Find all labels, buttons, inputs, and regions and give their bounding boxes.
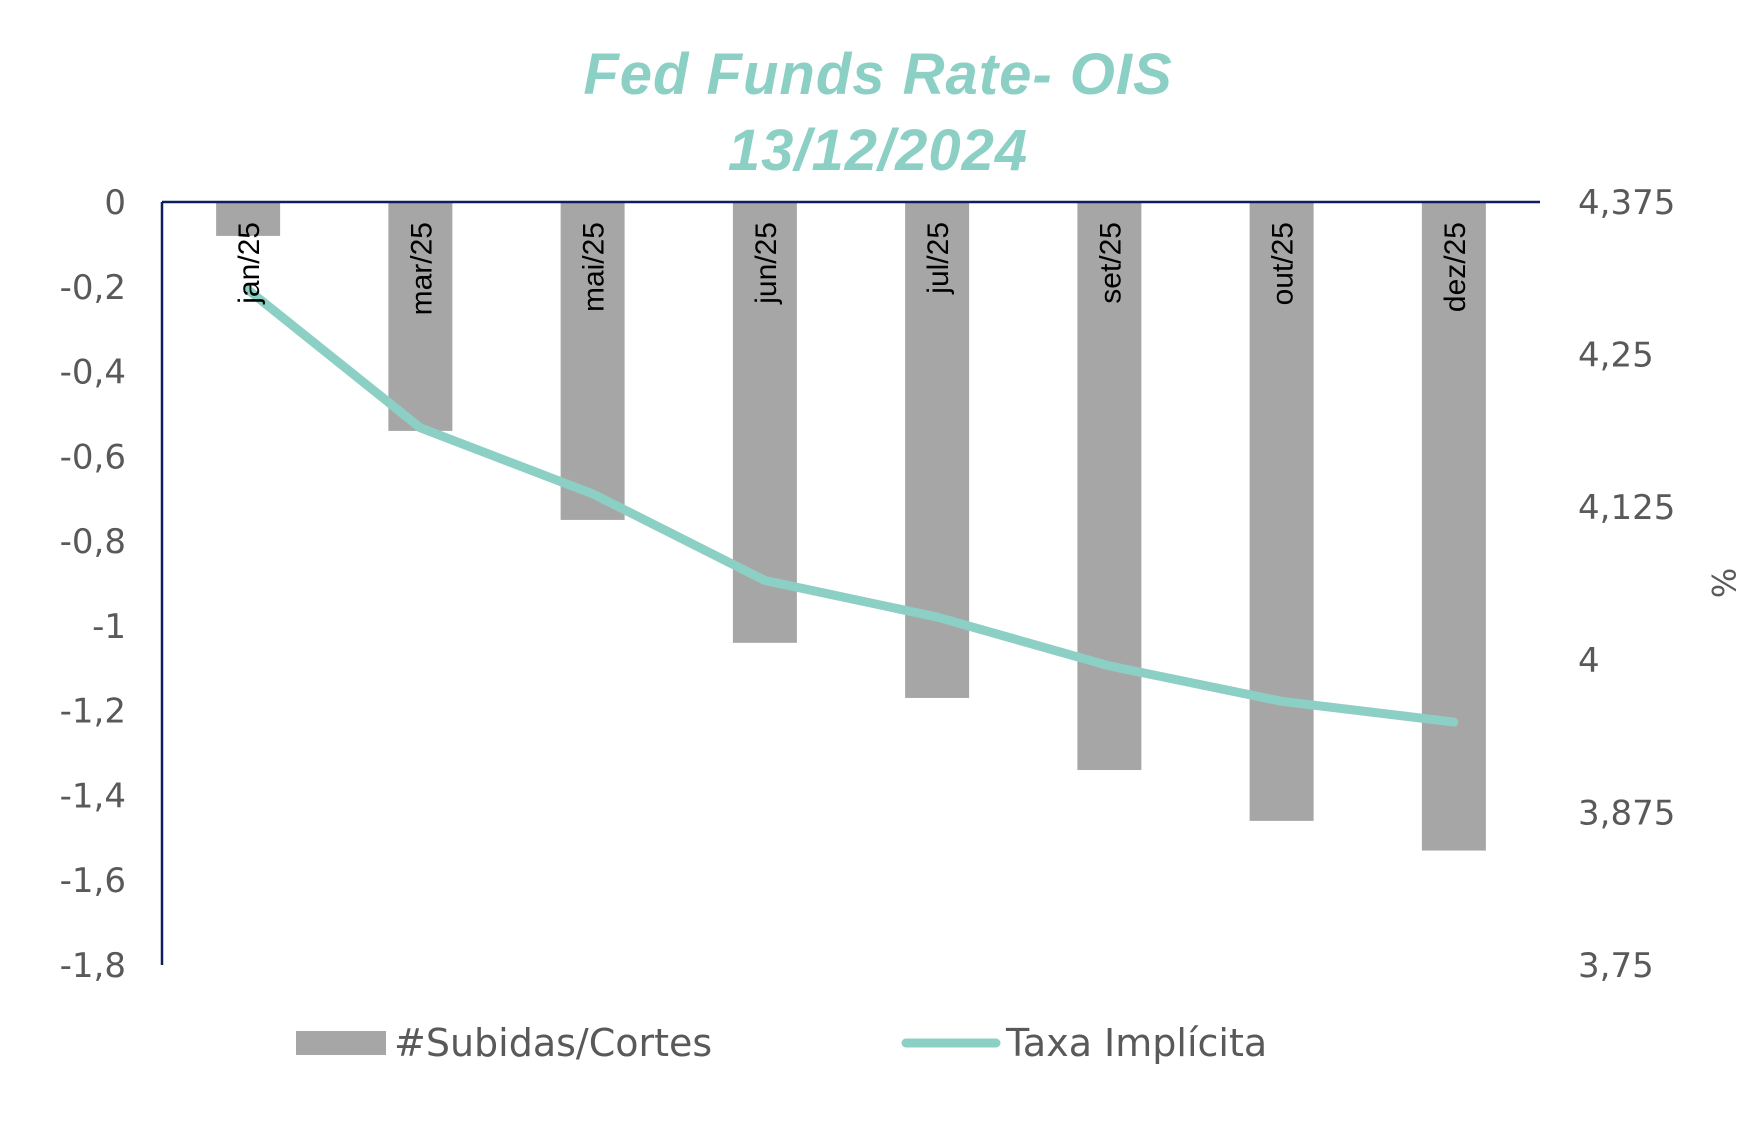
left-tick-label: 0 xyxy=(104,183,126,223)
left-tick-label: -1,8 xyxy=(60,946,126,986)
right-tick-label: 4,125 xyxy=(1578,488,1675,528)
category-label-mar/25: mar/25 xyxy=(405,222,438,315)
chart-title: Fed Funds Rate- OIS xyxy=(583,42,1172,107)
line-point-set/25 xyxy=(1108,664,1111,667)
bar-mai/25 xyxy=(560,202,625,520)
left-tick-label: -0,4 xyxy=(60,353,126,393)
left-tick-label: -1,6 xyxy=(60,861,126,901)
category-label-dez/25: dez/25 xyxy=(1439,222,1472,312)
line-series xyxy=(243,285,1459,727)
left-axis-ticks: 0 -0,2 -0,4 -0,6 -0,8 -1 -1,2 -1,4 -1,6 -1,8 xyxy=(60,183,126,986)
left-tick-label: -1,4 xyxy=(60,776,126,816)
right-tick-label: 4,375 xyxy=(1578,183,1675,223)
right-axis-ticks: 4,375 4,25 4,125 4 3,875 3,75 xyxy=(1578,183,1675,986)
line-taxa-implicita xyxy=(243,285,1459,727)
bar-jan/25 xyxy=(216,202,281,236)
right-tick-label: 3,875 xyxy=(1578,793,1675,833)
legend-swatch-subidas-cortes xyxy=(296,1031,386,1055)
category-label-jul/25: jul/25 xyxy=(922,222,955,295)
category-label-mai/25: mai/25 xyxy=(578,222,611,312)
left-tick-label: -0,8 xyxy=(60,522,126,562)
legend-label-taxa-implicita: Taxa Implícita xyxy=(1005,1021,1267,1065)
bar-set/25 xyxy=(1077,202,1142,771)
line-point-jan/25 xyxy=(247,288,250,291)
bar-dez/25 xyxy=(1421,202,1486,851)
bar-mar/25 xyxy=(388,202,453,431)
category-labels: jan/25 mar/25 mai/25 jun/25 jul/25 set/25 out/… xyxy=(233,222,1472,315)
line-point-jun/25 xyxy=(763,579,766,582)
line-point-dez/25 xyxy=(1452,721,1455,724)
left-tick-label: -1,2 xyxy=(60,692,126,732)
legend-label-subidas-cortes: #Subidas/Cortes xyxy=(394,1021,712,1065)
right-axis-title: % xyxy=(1704,568,1742,598)
category-label-set/25: set/25 xyxy=(1094,222,1127,304)
line-point-out/25 xyxy=(1280,700,1283,703)
chart-subtitle: 13/12/2024 xyxy=(728,118,1028,183)
bar-out/25 xyxy=(1249,202,1314,821)
left-tick-label: -0,2 xyxy=(60,268,126,308)
left-tick-label: -0,6 xyxy=(60,437,126,477)
left-tick-label: -1 xyxy=(92,607,126,647)
line-point-jul/25 xyxy=(936,616,939,619)
category-label-jun/25: jun/25 xyxy=(750,222,783,305)
right-tick-label: 3,75 xyxy=(1578,946,1654,986)
right-tick-label: 4 xyxy=(1578,641,1600,681)
line-point-mai/25 xyxy=(591,492,594,495)
legend: #Subidas/Cortes Taxa Implícita xyxy=(296,1021,1267,1065)
right-tick-label: 4,25 xyxy=(1578,336,1654,376)
line-point-mar/25 xyxy=(419,426,422,429)
category-label-out/25: out/25 xyxy=(1267,222,1300,305)
category-label-jan/25: jan/25 xyxy=(233,222,266,305)
